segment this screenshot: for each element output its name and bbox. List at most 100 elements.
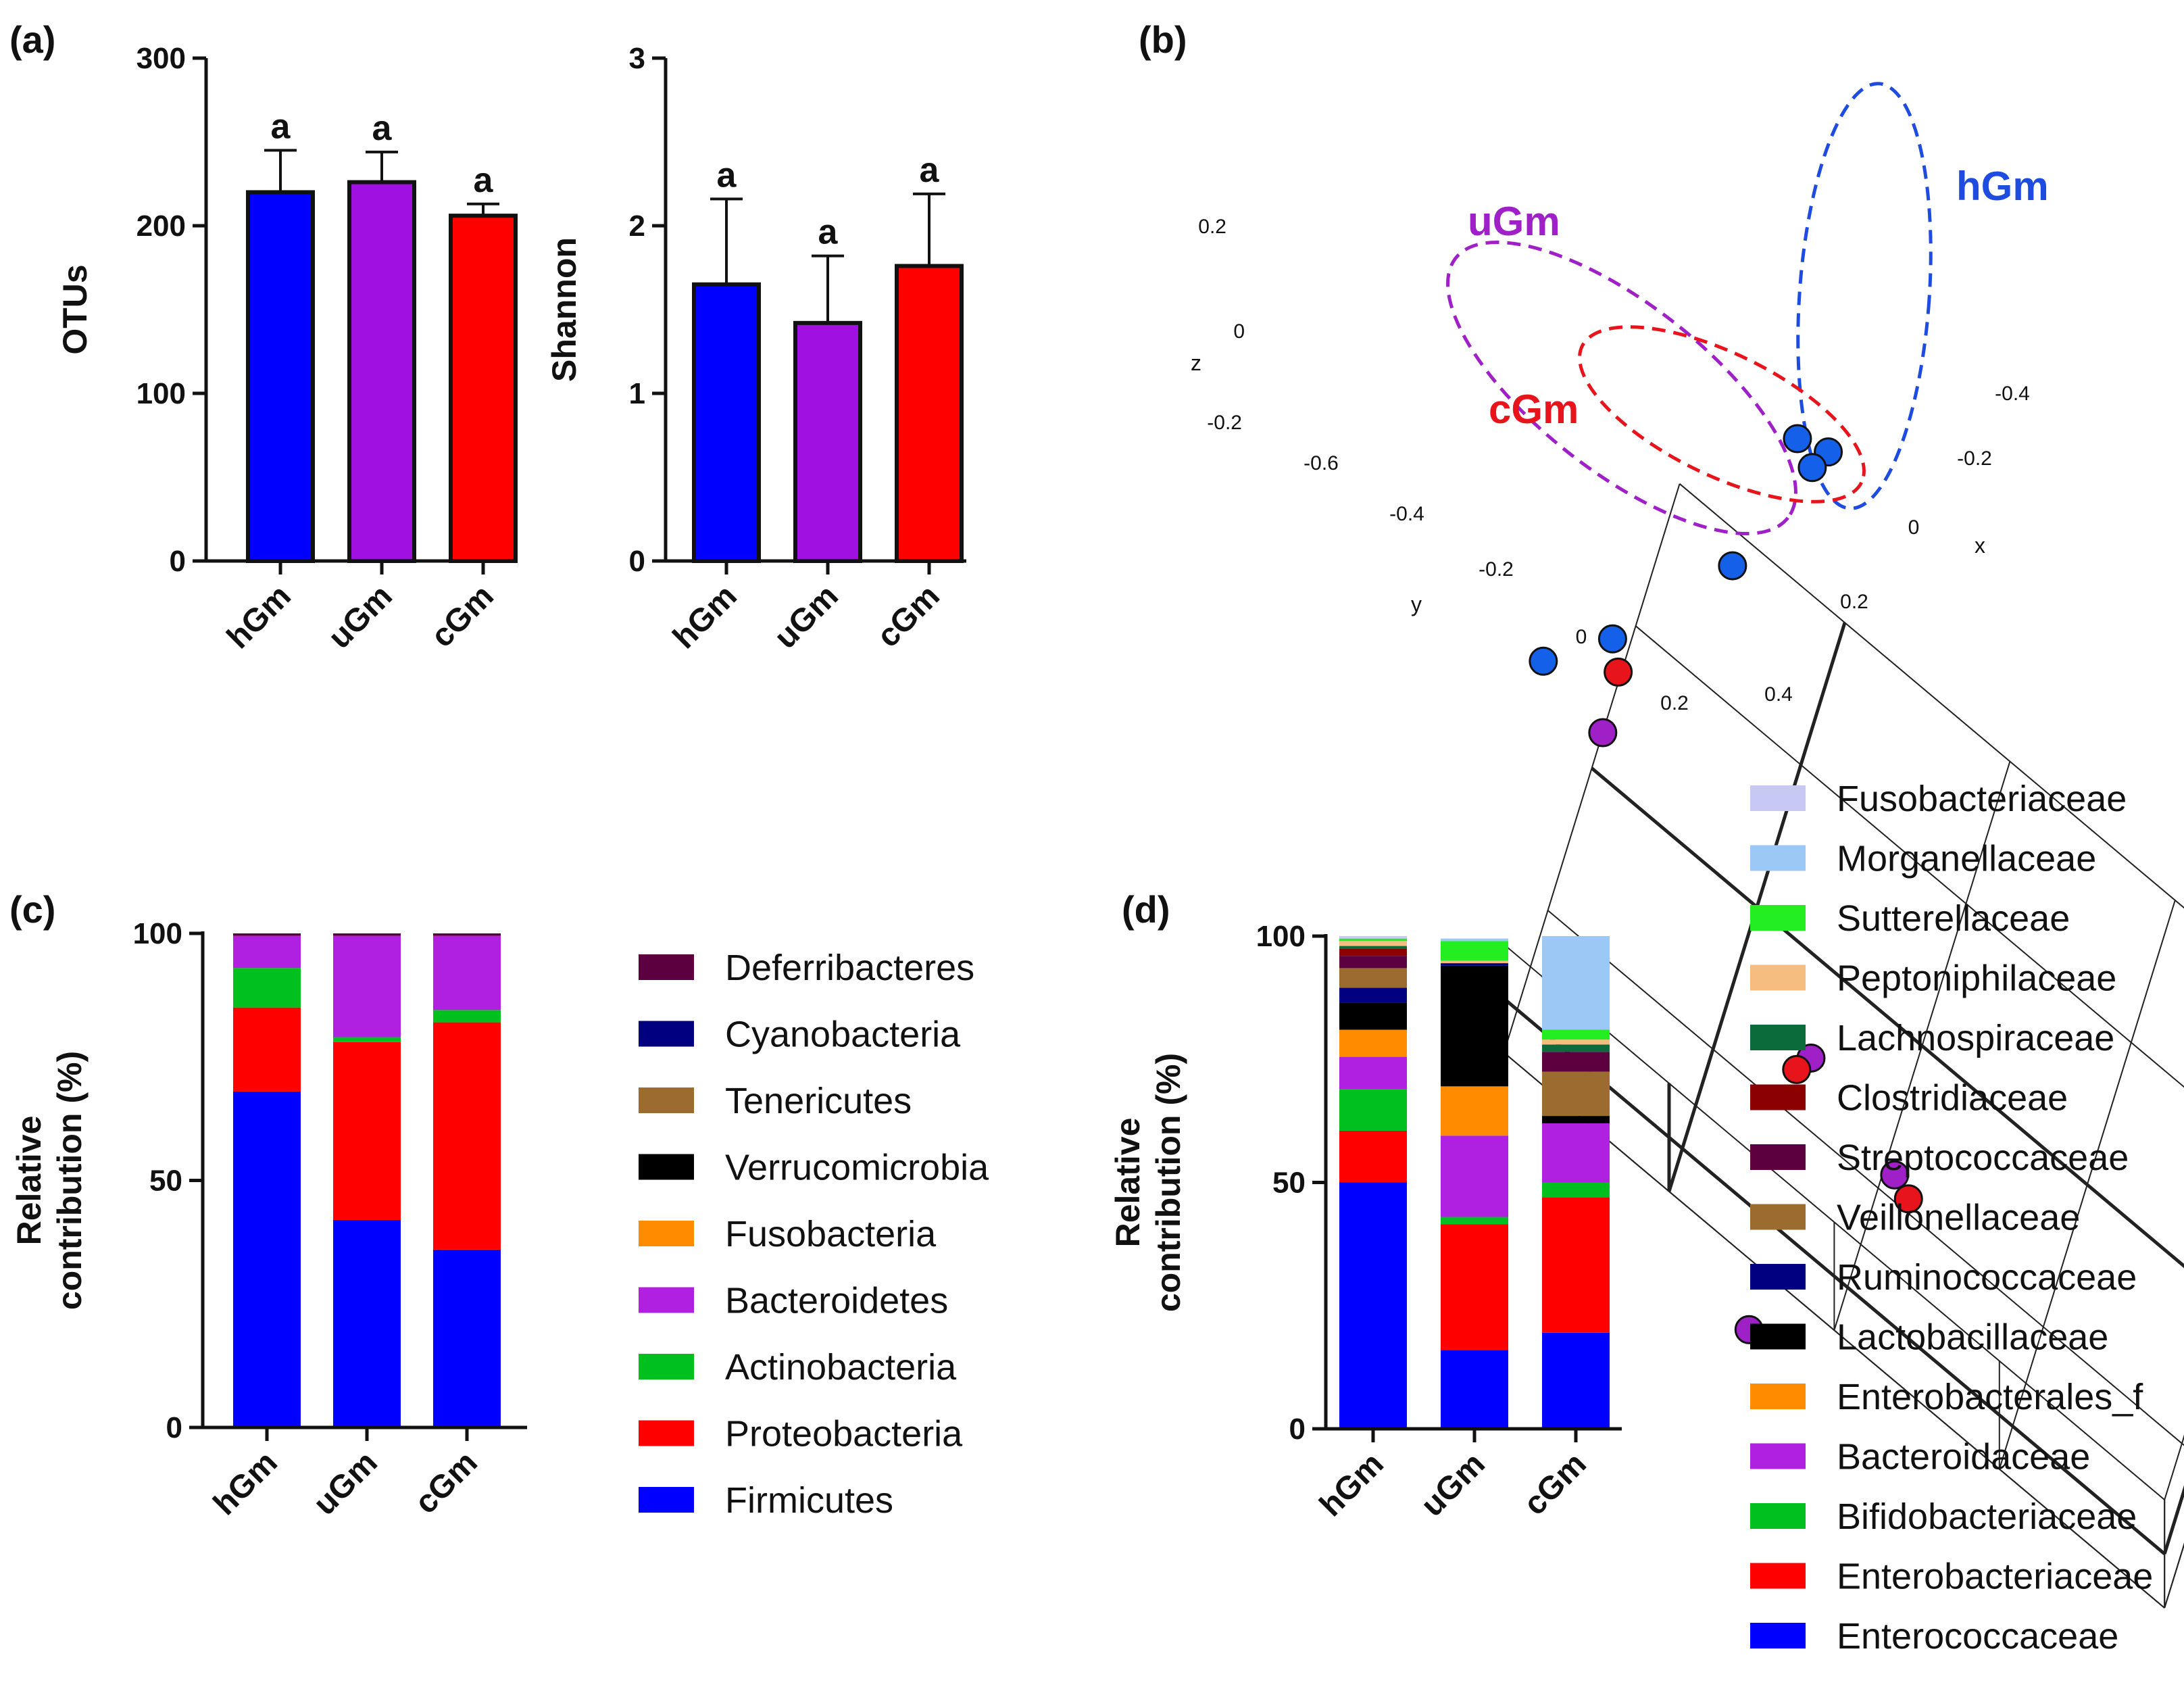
segment-bacteroidaceae-cGm <box>1542 1123 1610 1183</box>
segment-bacteroidetes-cGm <box>433 935 501 1010</box>
legend-label: Clostridiaceae <box>1837 1078 2068 1119</box>
y-tick-label: 1 <box>629 377 645 410</box>
grid-floor-x <box>1679 483 2184 909</box>
segment-enterobacteriaceae-cGm <box>1542 1197 1610 1333</box>
segment-sutterellaceae-cGm <box>1542 1029 1610 1040</box>
legend-swatch <box>1750 905 1806 931</box>
z-tick-label: 0 <box>1233 320 1245 343</box>
panel-label-b: (b) <box>1139 18 1187 61</box>
phylum-stacked-chart: hGm uGm cGm 0 50 100 Relative contribution (%) <box>10 917 527 1522</box>
point-hGm <box>1597 624 1627 654</box>
segment-firmicutes-uGm <box>333 1219 401 1427</box>
significance-label: a <box>818 213 839 252</box>
legend-swatch <box>1750 1204 1806 1230</box>
segment-ruminococcaceae-hGm <box>1339 987 1407 1003</box>
point-hGm <box>1783 424 1812 454</box>
segment-lactobacillaceae-uGm <box>1441 965 1508 1087</box>
legend-swatch <box>639 1420 694 1446</box>
segment-sutterellaceae-uGm <box>1441 941 1508 961</box>
legend-swatch <box>1750 1144 1806 1170</box>
y-tick-label: -0.2 <box>1479 558 1514 581</box>
segment-deferribacteres-uGm <box>333 933 401 936</box>
y-tick-label: 200 <box>136 210 186 243</box>
x-tick-label: 0 <box>1908 516 1920 539</box>
segment-ruminococcaceae-uGm <box>1441 963 1508 966</box>
legend-label: Deferribacteres <box>725 948 974 988</box>
legend-label: Tenericutes <box>725 1081 912 1121</box>
zero-line <box>1590 766 2184 1269</box>
segment-clostridiaceae-hGm <box>1339 948 1407 956</box>
y-tick-label: 100 <box>1256 920 1306 953</box>
grid-side-z <box>1503 944 2165 1500</box>
legend-swatch <box>639 1021 694 1047</box>
segment-lachnospiraceae-cGm <box>1542 1044 1610 1052</box>
legend-swatch <box>1750 1025 1806 1050</box>
y-tick-label: 50 <box>1272 1167 1306 1200</box>
legend-swatch <box>639 1487 694 1513</box>
y-tick-label: 0 <box>1576 626 1587 648</box>
segment-peptoniphilaceae-uGm <box>1441 960 1508 964</box>
legend-label: Morganellaceae <box>1837 839 2096 879</box>
segment-morganellaceae-uGm <box>1441 938 1508 942</box>
y-tick-label: 100 <box>133 917 182 950</box>
y-tick-label: 0 <box>1289 1413 1306 1446</box>
y-tick-label: -0.6 <box>1304 452 1339 474</box>
y-tick-label: 100 <box>136 377 186 410</box>
segment-bacteroidaceae-hGm <box>1339 1056 1407 1089</box>
legend-swatch <box>1750 964 1806 991</box>
segment-veillonellaceae-hGm <box>1339 968 1407 988</box>
segment-lactobacillaceae-cGm <box>1542 1116 1610 1124</box>
shannon-chart: 0 1 2 3 Shannon a hGm a uGm a cGm <box>545 42 966 656</box>
x-category-label: cGm <box>408 1444 485 1521</box>
zero-line <box>1502 997 2166 1555</box>
y-tick-label: 0 <box>629 545 645 578</box>
point-hGm <box>1529 646 1558 676</box>
legend-swatch <box>639 1354 694 1379</box>
segment-streptococcaceae-hGm <box>1339 956 1407 969</box>
segment-bacteroidetes-hGm <box>233 935 301 969</box>
legend-label: Enterobacteriaceae <box>1837 1557 2153 1597</box>
segment-actinobacteria-hGm <box>233 968 301 1008</box>
segment-fusobacteriaceae-hGm <box>1339 936 1407 939</box>
x-category-label: hGm <box>1313 1446 1391 1523</box>
segment-enterobacterales-f-hGm <box>1339 1029 1407 1057</box>
segment-peptoniphilaceae-hGm <box>1339 941 1407 946</box>
segment-enterococcaceae-uGm <box>1441 1350 1508 1429</box>
legend-label: Fusobacteriaceae <box>1837 779 2127 819</box>
legend-label: Cyanobacteria <box>725 1014 961 1055</box>
legend-label: Bacteroidaceae <box>1837 1437 2090 1477</box>
x-category-label: cGm <box>424 578 501 654</box>
legend-swatch <box>639 1221 694 1246</box>
segment-deferribacteres-hGm <box>233 933 301 936</box>
significance-label: a <box>474 161 494 200</box>
legend-swatch <box>639 1154 694 1180</box>
segment-streptococcaceae-cGm <box>1542 1052 1610 1072</box>
y-tick-label: 300 <box>136 42 186 75</box>
z-axis-label: z <box>1191 351 1201 375</box>
x-tick-label: 0.4 <box>1764 683 1793 706</box>
y-axis-title-line2: contribution (%) <box>51 1051 89 1310</box>
point-cGm <box>1782 1054 1812 1084</box>
z-tick-label: -0.2 <box>1207 412 1242 434</box>
family-legend: Fusobacteriaceae Morganellaceae Sutterella… <box>1750 779 2153 1657</box>
panel-label-a: (a) <box>9 18 55 61</box>
panel-label-d: (d) <box>1122 888 1170 931</box>
legend-swatch <box>639 954 694 980</box>
y-tick-label: 2 <box>629 210 645 243</box>
bar-uGm <box>347 180 416 563</box>
segment-bifidobacteriaceae-uGm <box>1441 1217 1508 1225</box>
segment-deferribacteres-cGm <box>433 933 501 936</box>
legend-label: Lachnospiraceae <box>1837 1018 2114 1058</box>
x-tick-label: 0.2 <box>1840 591 1868 613</box>
segment-bifidobacteriaceae-hGm <box>1339 1088 1407 1131</box>
y-tick-label: -0.4 <box>1389 503 1424 525</box>
point-cGm <box>1893 1184 1923 1214</box>
segment-morganellaceae-cGm <box>1542 936 1610 1030</box>
x-tick-label: -0.2 <box>1957 447 1992 470</box>
pcoa-3d-chart: hGmuGmcGm0.20-0.2-0.6-0.4-0.200.2-0.4-0.… <box>1191 82 2184 1609</box>
segment-enterobacterales-f-uGm <box>1441 1086 1508 1136</box>
legend-swatch <box>1750 1503 1806 1529</box>
otus-chart: 0 100 200 300 OTUs a hGm a uGm a cGm <box>56 42 518 656</box>
x-category-label: uGm <box>307 1444 384 1522</box>
